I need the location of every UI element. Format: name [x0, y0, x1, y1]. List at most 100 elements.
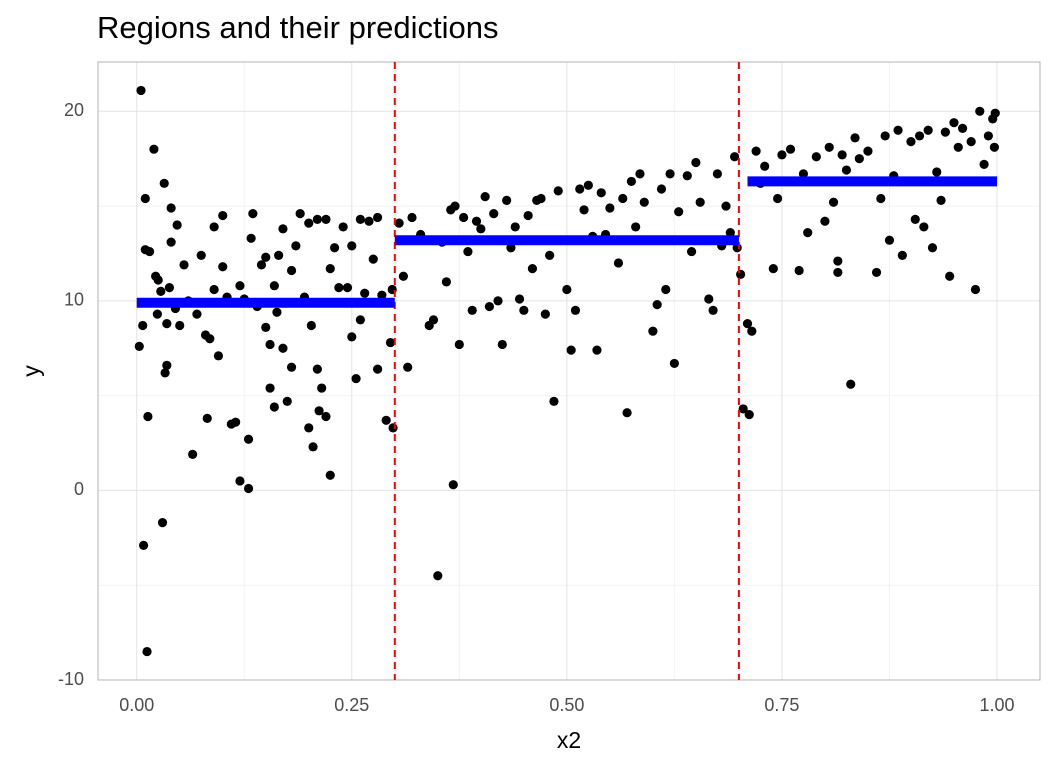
point — [691, 157, 701, 168]
point — [196, 250, 206, 260]
point — [592, 345, 602, 355]
x-tick-label: 0.00 — [119, 695, 154, 715]
point — [136, 85, 146, 96]
x-tick-label: 0.50 — [549, 695, 584, 715]
point — [970, 284, 981, 295]
point — [669, 358, 679, 369]
point — [329, 243, 340, 253]
point — [579, 205, 589, 215]
point — [648, 326, 658, 336]
point — [282, 396, 292, 406]
point — [489, 209, 499, 219]
point — [932, 167, 942, 177]
point — [953, 142, 963, 152]
point — [164, 282, 175, 293]
point — [286, 362, 297, 372]
point — [372, 212, 383, 223]
point — [286, 265, 297, 276]
point — [441, 277, 452, 287]
point — [824, 142, 834, 152]
point — [519, 305, 529, 315]
point — [725, 228, 735, 238]
point — [205, 334, 215, 344]
point — [142, 646, 152, 657]
point — [622, 408, 632, 418]
x-tick-label: 1.00 — [979, 695, 1014, 715]
point — [605, 203, 615, 213]
point — [162, 360, 172, 370]
point — [372, 364, 383, 374]
point — [736, 269, 746, 279]
point — [403, 362, 413, 372]
point — [188, 449, 198, 460]
point — [768, 264, 778, 274]
point — [674, 207, 684, 217]
point — [721, 201, 731, 211]
point — [940, 127, 950, 137]
point — [355, 315, 365, 325]
point — [152, 309, 162, 319]
point — [306, 320, 316, 331]
point — [742, 319, 753, 329]
point — [175, 320, 185, 331]
point — [321, 214, 331, 224]
point — [209, 222, 219, 232]
point — [536, 193, 546, 204]
point — [278, 224, 288, 234]
point — [957, 123, 968, 133]
x-tick-label: 0.75 — [764, 695, 799, 715]
point — [476, 224, 486, 234]
point — [261, 252, 271, 262]
point — [325, 470, 335, 480]
point — [156, 286, 166, 296]
point — [549, 396, 559, 406]
point — [820, 216, 830, 226]
point — [192, 309, 202, 319]
point — [773, 193, 783, 204]
point — [138, 540, 149, 551]
point — [347, 332, 357, 342]
point — [760, 161, 770, 171]
point — [246, 233, 256, 243]
point — [209, 284, 219, 295]
point — [919, 222, 929, 232]
point — [583, 180, 593, 190]
point — [751, 146, 761, 156]
point — [897, 250, 907, 260]
point — [850, 133, 860, 143]
point — [480, 191, 490, 202]
point — [523, 210, 533, 221]
point — [828, 197, 839, 207]
x-axis-title: x2 — [557, 727, 581, 753]
point — [570, 305, 581, 315]
point — [166, 203, 176, 213]
point — [153, 275, 163, 285]
point — [138, 320, 148, 331]
point — [837, 150, 847, 160]
point — [381, 415, 391, 425]
x-tick-label: 0.25 — [334, 695, 369, 715]
point — [566, 345, 576, 355]
point — [134, 341, 144, 351]
point — [613, 258, 624, 268]
point — [803, 228, 813, 238]
point — [626, 176, 636, 187]
point — [863, 146, 873, 156]
point — [256, 260, 267, 270]
point — [833, 267, 843, 278]
point — [704, 294, 714, 304]
point — [893, 125, 903, 135]
point — [218, 262, 228, 272]
point — [149, 144, 159, 154]
point — [312, 214, 322, 224]
point — [540, 309, 550, 319]
point — [949, 118, 959, 128]
point — [695, 197, 705, 207]
point — [910, 214, 920, 224]
point — [665, 169, 675, 179]
point — [179, 260, 189, 270]
point — [510, 222, 520, 232]
point — [351, 373, 361, 384]
point — [261, 322, 271, 332]
